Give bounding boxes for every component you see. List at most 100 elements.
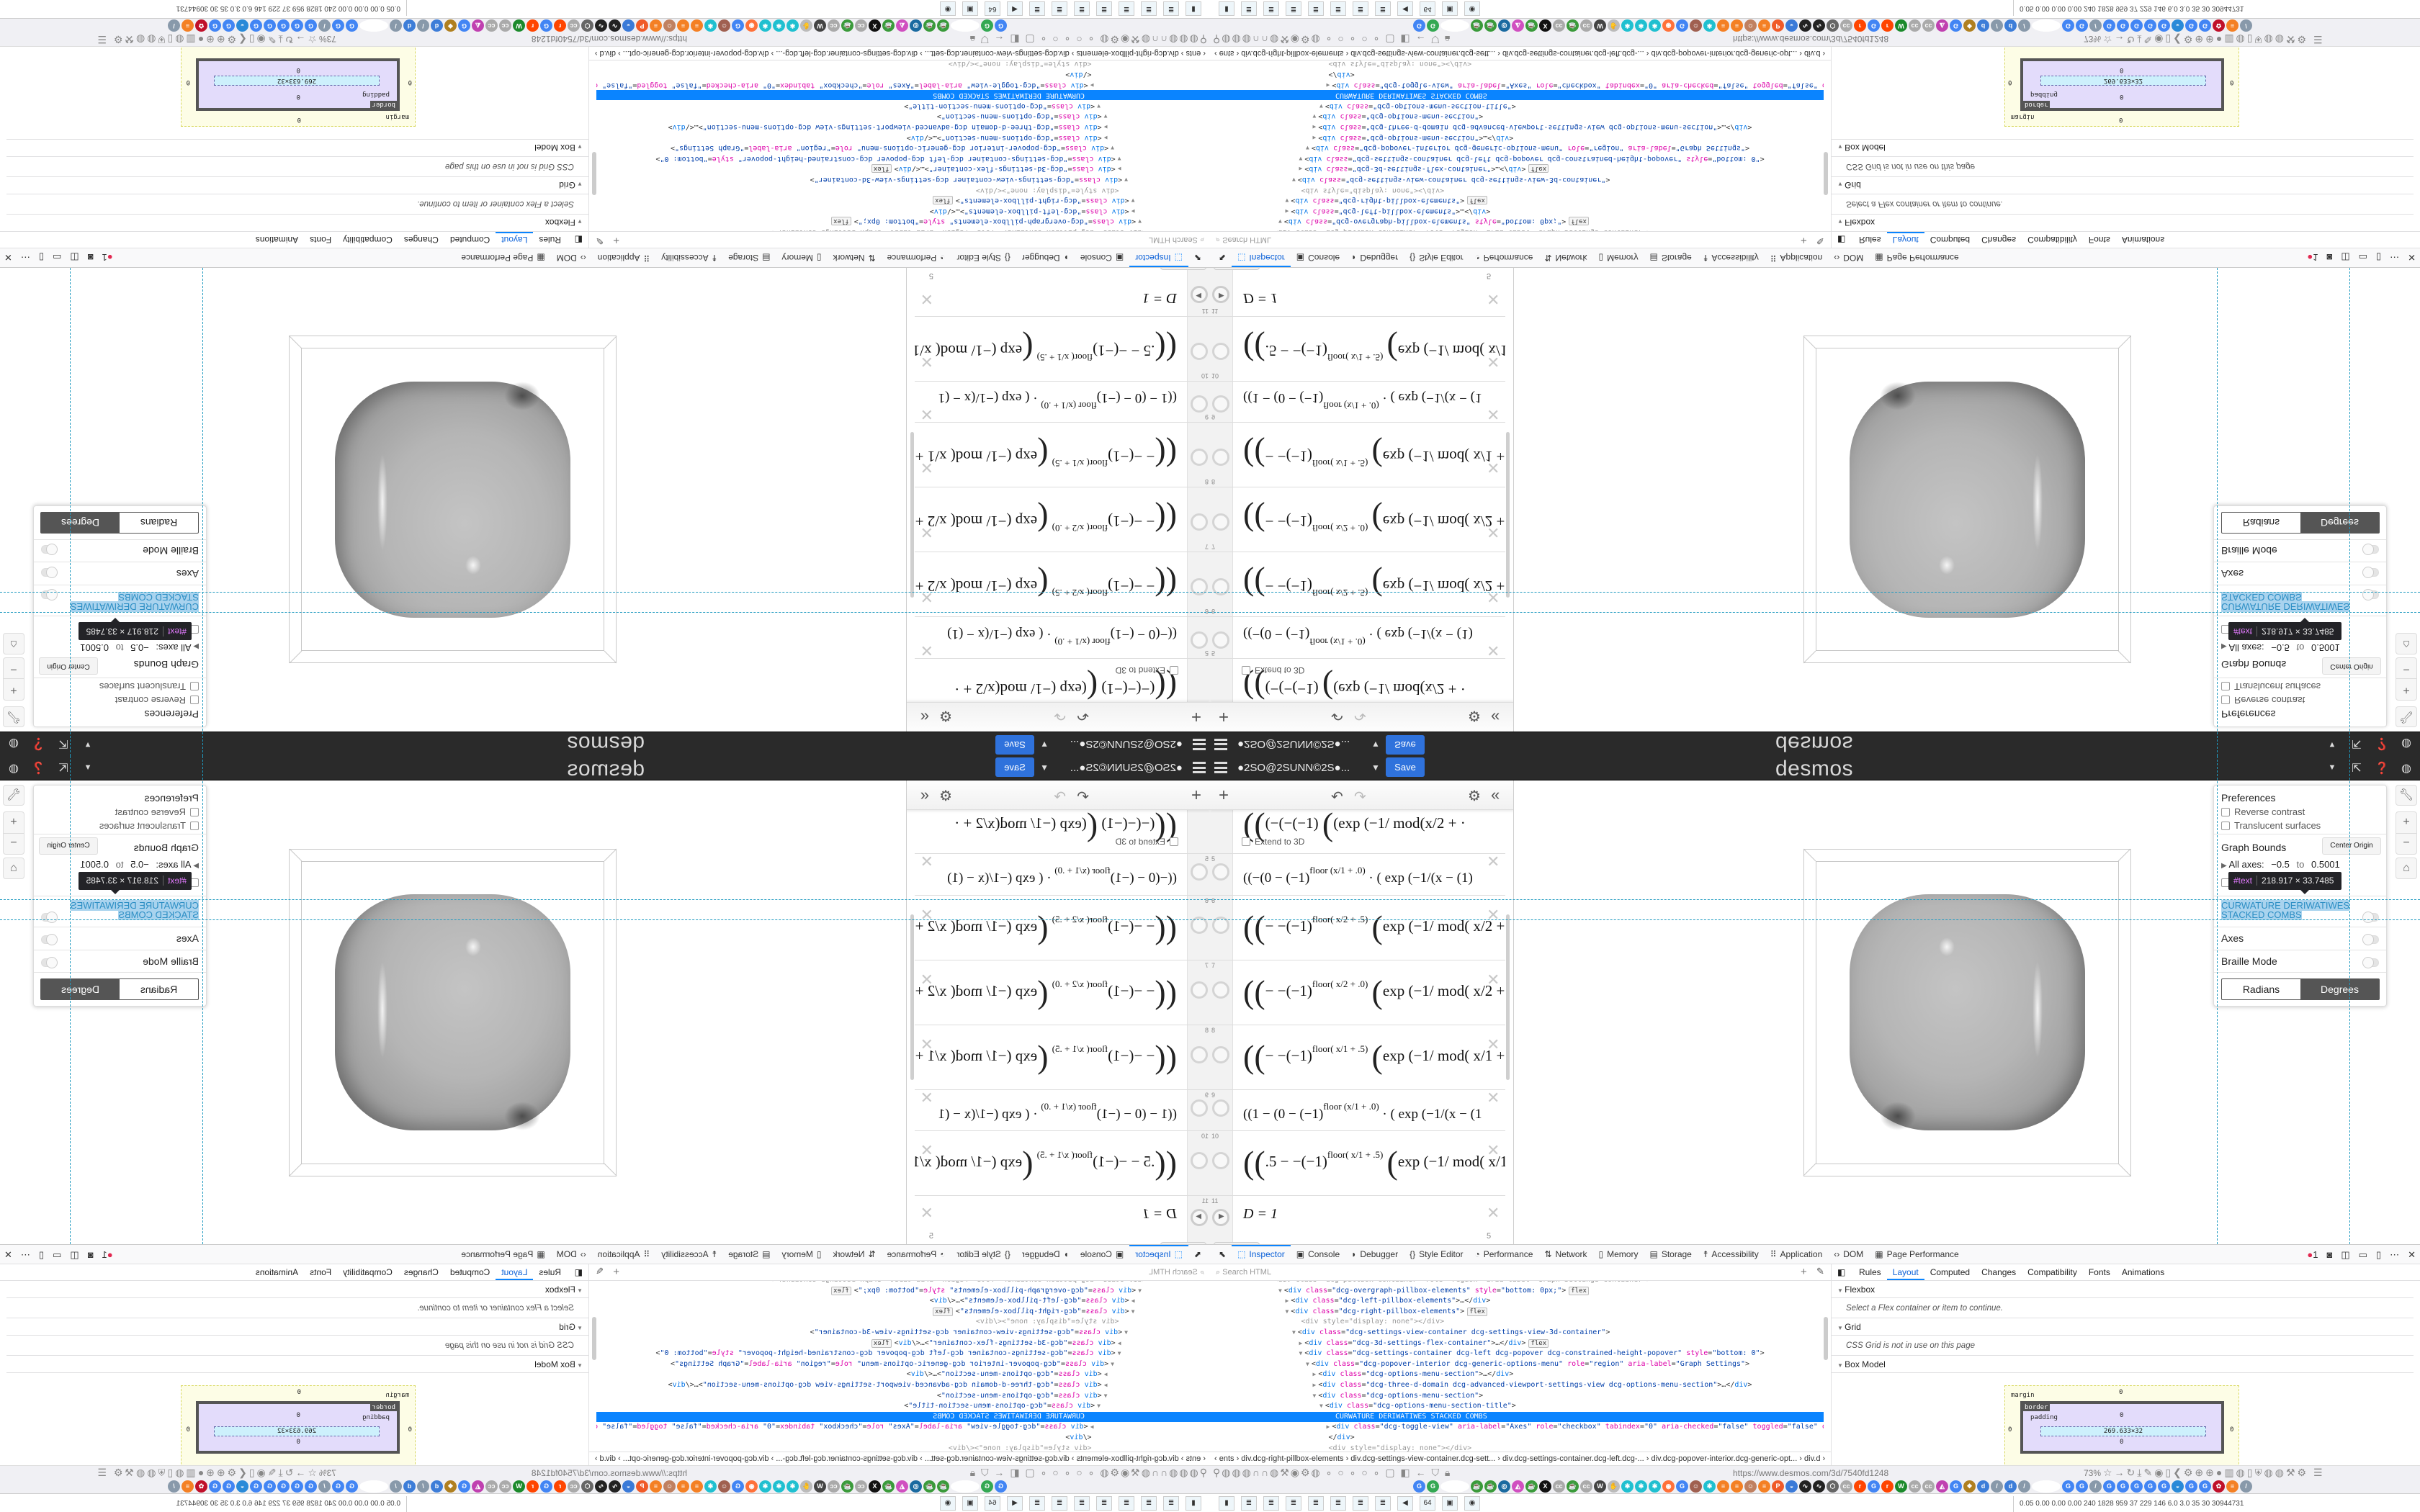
bookmark-favicon[interactable]: ✿ [195, 19, 207, 32]
bookmark-favicon[interactable]: G [2103, 1480, 2115, 1493]
bookmark-favicon[interactable]: P [636, 19, 648, 32]
zoom-out-icon[interactable]: − [2403, 663, 2410, 675]
bookmark-favicon[interactable]: W [814, 1480, 826, 1493]
braille-mode-toggle[interactable] [41, 957, 58, 968]
bookmark-favicon[interactable]: G [2199, 19, 2211, 32]
expression-item[interactable]: 10 ((.5 − −(−1)floor( x/1 + .5) (exp (−1/… [1210, 1131, 1505, 1196]
bookmark-favicon[interactable]: ◎ [1498, 1480, 1510, 1493]
scrollbar[interactable] [1506, 914, 1510, 1080]
twisty-icon[interactable]: ▶ [1312, 1382, 1317, 1388]
notepad-app-icon[interactable]: ≣ [1330, 1495, 1346, 1511]
bookmark-favicon[interactable]: cc [828, 1480, 840, 1493]
zoom-out-icon[interactable]: − [10, 663, 17, 675]
bookmark-favicon[interactable]: G [250, 19, 262, 32]
reverse-contrast-checkbox[interactable]: Reverse contrast [2221, 695, 2380, 706]
axes-max-input[interactable]: 0.5001 [2311, 859, 2340, 870]
bookmark-favicon[interactable]: ☕ [1484, 19, 1497, 32]
bookmark-favicon[interactable]: r [554, 1480, 566, 1493]
notepad-app-icon[interactable]: ≣ [1163, 1, 1179, 17]
flexbox-section-header[interactable]: ▼ Flexbox [6, 1281, 588, 1298]
bookmark-favicon[interactable]: ≡ [691, 19, 703, 32]
tab-dom[interactable]: ‹›DOM [556, 253, 586, 264]
bookmark-favicon[interactable]: ✱ [786, 1480, 799, 1493]
share-icon[interactable]: ⇱ [2352, 762, 2362, 775]
tab-accessibility[interactable]: ☨Accessibility [661, 253, 717, 264]
eyedropper-icon[interactable]: ✎ [596, 1266, 604, 1277]
bookmark-favicon[interactable] [359, 1480, 388, 1493]
flex-badge[interactable]: flex [1467, 1307, 1487, 1316]
responsive-icon[interactable]: ▭ [53, 252, 62, 264]
markup-node[interactable]: ▼<div class="dcg-settings-container dcg-… [1299, 154, 1765, 163]
all-axes-row[interactable]: ▶ All axes: −0.5 to 0.5001 [80, 642, 199, 653]
bookmark-favicon[interactable]: ≡ [677, 1480, 689, 1493]
expression-item[interactable]: 7 ((− −(−1)floor( x/2 + .0) (exp (−1/ mod… [1210, 960, 1505, 1025]
toolbar-extension-icons[interactable]: ⚲◍◍◍∩∩◍⚒◉⚙◍ ∘ ○ ∘ ○ ∘ ▢ ◧ ← ⛉ 🔒︎ [1213, 1467, 1452, 1478]
bookmark-favicon[interactable]: r [554, 19, 566, 32]
flex-badge[interactable]: flex [1467, 196, 1487, 205]
add-node-icon[interactable]: + [613, 234, 619, 246]
box-model-section-header[interactable]: ▼ Box Model [1832, 1356, 2414, 1373]
zoom-level[interactable]: 73% [318, 34, 336, 44]
twisty-icon[interactable]: ▼ [1312, 1392, 1317, 1399]
tab-inspector[interactable]: ⬚Inspector [1129, 1244, 1188, 1264]
twisty-icon[interactable]: ▶ [1299, 166, 1303, 173]
expression-item[interactable]: 9 ((1 − (0 − (−1)floor (x/1 + .0) · ( exp… [1210, 1090, 1505, 1131]
markup-node[interactable]: ▼<div class="dcg-settings-view-container… [810, 176, 1128, 184]
tab-network[interactable]: ⇅Network [833, 253, 876, 264]
tab-application[interactable]: ⠿Application [597, 1248, 650, 1259]
element-picker-icon[interactable]: ⬉ [1219, 1248, 1227, 1259]
sidebar-tab-computed[interactable]: Computed [1930, 235, 1971, 245]
bookmark-favicon[interactable]: W [814, 19, 826, 32]
more-icon[interactable]: ⋯ [2390, 1248, 2400, 1260]
home-icon[interactable]: ⌂ [2396, 633, 2417, 654]
bookmark-favicon[interactable]: ∿ [1813, 19, 1825, 32]
bookmark-favicon[interactable]: ☺ [1744, 1480, 1757, 1493]
tab-style-editor[interactable]: {}Style Editor [956, 1248, 1010, 1259]
bookmark-favicon[interactable]: ✱ [704, 19, 717, 32]
bookmark-favicon[interactable]: ◭ [896, 1480, 908, 1493]
bookmark-favicon[interactable]: X [869, 19, 881, 32]
axes-max-input[interactable]: 0.5001 [80, 642, 109, 653]
selected-text-node[interactable]: CURWATURE DERIWATIWES STACKED COMBS [596, 1411, 1210, 1423]
grid-section-header[interactable]: ▼ Grid [1832, 1318, 2414, 1336]
expression-math[interactable]: ((1 − (0 − (−1)floor (x/1 + .0) · ( exp … [1243, 1100, 1482, 1122]
markup-node[interactable]: ▶<div class="dcg-3d-settings-flex-contai… [596, 163, 1210, 174]
twisty-icon[interactable]: ▶ [1285, 1297, 1289, 1305]
tab-performance[interactable]: ◔Performance [1474, 253, 1533, 264]
bookmark-favicon[interactable]: ◒ [2172, 19, 2184, 32]
tab-storage[interactable]: ▤Storage [1649, 1248, 1692, 1259]
bookmark-favicon[interactable] [951, 19, 980, 32]
markup-node[interactable]: ▶<div class="dcg-toggle-view" aria-label… [596, 1423, 1094, 1431]
notepad-app-icon[interactable]: ≣ [1241, 1495, 1257, 1511]
volume-app-icon[interactable]: ◀ [1007, 1495, 1023, 1511]
bookmark-favicon[interactable]: cc [855, 1480, 867, 1493]
twisty-icon[interactable]: ▶ [1103, 1382, 1108, 1388]
tab-memory[interactable]: ▯Memory [781, 253, 822, 264]
url-field[interactable]: https://www.desmos.com/3d/7540fd1248 [1733, 1468, 1889, 1478]
tab-accessibility[interactable]: ☨Accessibility [1703, 253, 1759, 264]
bookmark-favicon[interactable]: G [305, 1480, 317, 1493]
twisty-icon[interactable]: ▼ [1097, 102, 1101, 109]
markup-node[interactable]: ▶<div class="dcg-options-menu-section">…… [906, 133, 1108, 142]
bookmark-favicon[interactable]: ✱ [1703, 19, 1716, 32]
sidebar-tab-rules[interactable]: Rules [539, 235, 561, 245]
bookmark-favicon[interactable] [2032, 19, 2061, 32]
url-field[interactable]: https://www.desmos.com/3d/7540fd1248 [531, 34, 687, 44]
bookmark-favicon[interactable]: ❖ [1963, 1480, 1976, 1493]
bookmark-favicon[interactable]: / [1991, 1480, 2003, 1493]
bookmark-favicon[interactable]: G [2103, 19, 2115, 32]
bookmark-favicon[interactable]: W [1895, 19, 1907, 32]
tab-style-editor[interactable]: {}Style Editor [1410, 253, 1464, 264]
bookmark-favicon[interactable]: G [2062, 1480, 2074, 1493]
bookmark-favicon[interactable]: G [250, 1480, 262, 1493]
sidebar-tab-layout[interactable]: Layout [496, 232, 534, 248]
box-model-section-header[interactable]: ▼ Box Model [6, 1356, 588, 1373]
dock-icon[interactable]: ▯ [38, 1248, 45, 1260]
toggle-pane-icon[interactable]: ◧ [574, 1267, 583, 1277]
markup-node[interactable]: ▼<div class="dcg-popover-interior dcg-ge… [670, 1359, 1114, 1368]
zoom-in-icon[interactable]: + [2396, 812, 2416, 834]
markup-node[interactable]: ▶<div class="dcg-three-d-domain dcg-adva… [668, 1381, 1108, 1389]
bookmark-favicon[interactable]: ☕ [923, 1480, 936, 1493]
bookmark-favicon[interactable]: ∿ [595, 1480, 607, 1493]
markup-node[interactable]: ▼<div class="dcg-settings-view-container… [810, 1328, 1128, 1336]
